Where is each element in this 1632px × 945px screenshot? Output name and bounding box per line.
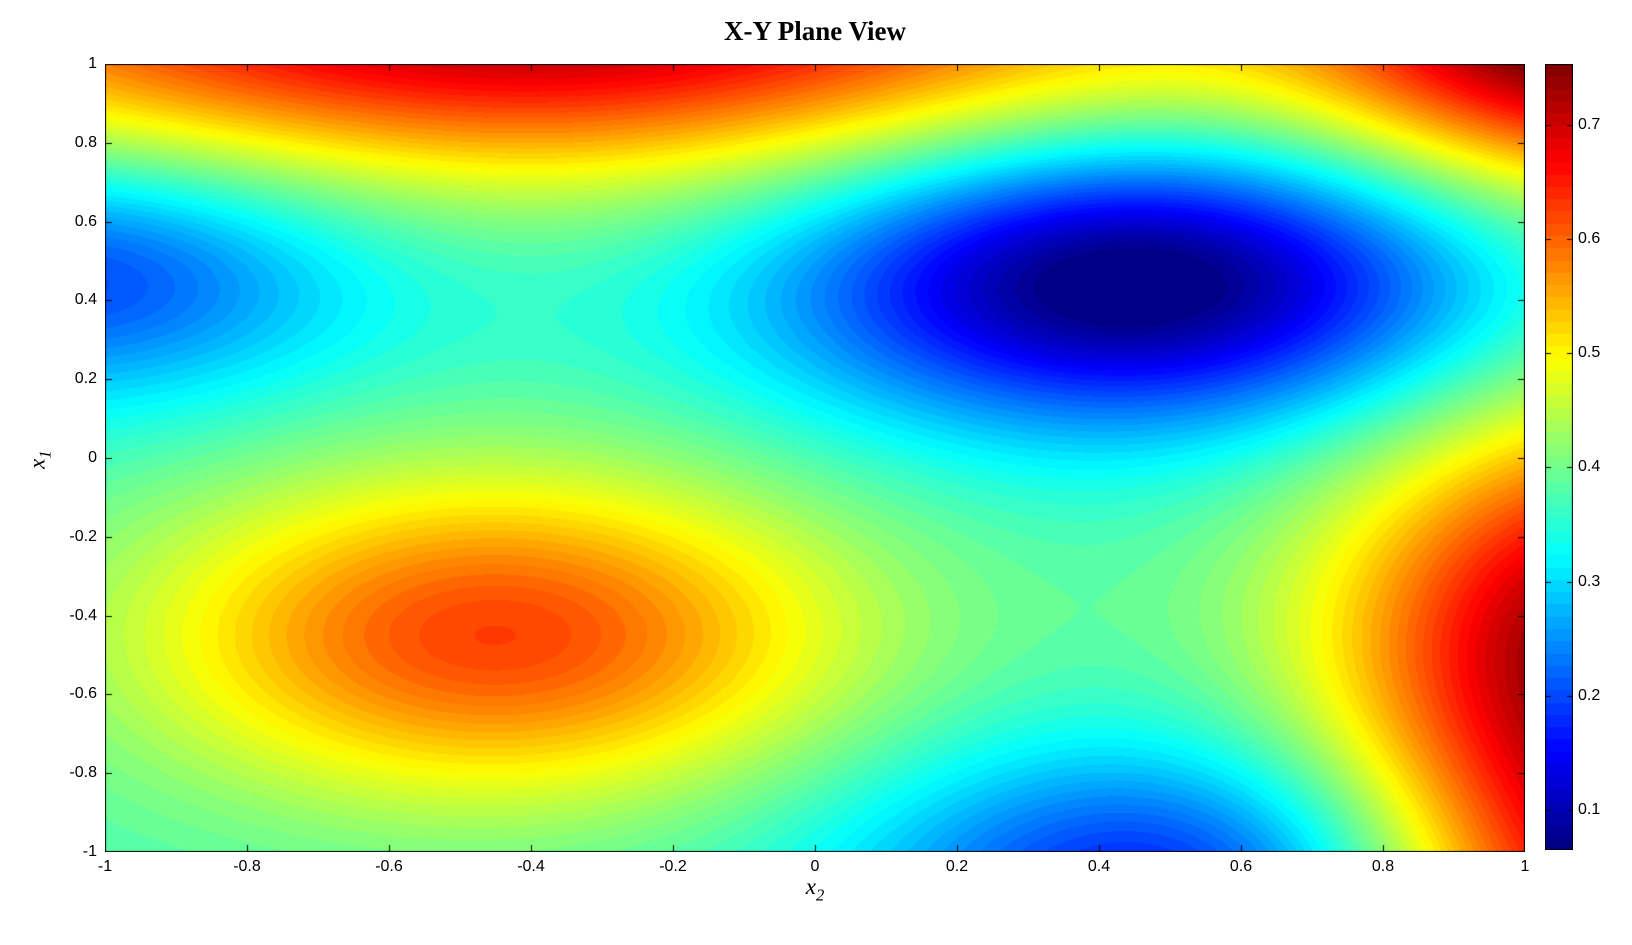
colorbar-tick-label: 0.6 bbox=[1578, 229, 1601, 247]
x-tick-label: 0.6 bbox=[1229, 858, 1253, 875]
x-tick-label: -1 bbox=[97, 858, 113, 875]
y-tick-label: 0 bbox=[88, 449, 97, 466]
colorbar-tick-label: 0.4 bbox=[1578, 458, 1601, 476]
x-axis-label: x2 bbox=[105, 874, 1525, 905]
colorbar-tick-label: 0.5 bbox=[1578, 344, 1601, 362]
y-tick-label: 0.8 bbox=[74, 133, 97, 151]
y-tick-label: -1 bbox=[82, 843, 97, 860]
y-tick-label: 0.6 bbox=[74, 212, 97, 230]
colorbar-tick-label: 0.3 bbox=[1578, 572, 1601, 590]
x-tick-label: 0 bbox=[810, 858, 820, 875]
colorbar-tick-label: 0.2 bbox=[1578, 686, 1601, 704]
y-tick-label: -0.4 bbox=[69, 606, 97, 624]
x-tick-label: -0.4 bbox=[517, 858, 545, 875]
colorbar-tick-label: 0.7 bbox=[1578, 115, 1601, 133]
x-tick-label: 0.2 bbox=[945, 858, 969, 875]
chart-title: X-Y Plane View bbox=[724, 16, 906, 46]
y-tick-label: 0.4 bbox=[74, 291, 97, 309]
y-tick-label: -0.8 bbox=[69, 764, 97, 782]
x-tick-label: 0.4 bbox=[1087, 858, 1111, 875]
y-axis-label-subscript: 1 bbox=[35, 450, 55, 459]
x-tick-label: 1 bbox=[1520, 858, 1530, 875]
x-tick-label: -0.2 bbox=[659, 858, 687, 875]
colorbar-canvas bbox=[1545, 64, 1573, 850]
x-axis-label-subscript: 2 bbox=[815, 885, 825, 905]
x-tick-label: -0.8 bbox=[233, 858, 261, 875]
y-tick-label: 1 bbox=[88, 55, 97, 72]
y-axis-label: x1 bbox=[24, 430, 55, 490]
y-tick-label: -0.6 bbox=[69, 685, 97, 703]
colorbar-tick-label: 0.1 bbox=[1578, 801, 1601, 818]
y-axis-label-base: x bbox=[24, 458, 50, 469]
x-tick-label: -0.6 bbox=[375, 858, 403, 875]
y-tick-label: -0.2 bbox=[69, 527, 97, 545]
x-tick-label: 0.8 bbox=[1371, 858, 1395, 875]
contour-plot-canvas bbox=[105, 64, 1525, 852]
y-tick-label: 0.2 bbox=[74, 370, 97, 388]
x-axis-label-base: x bbox=[805, 874, 816, 899]
